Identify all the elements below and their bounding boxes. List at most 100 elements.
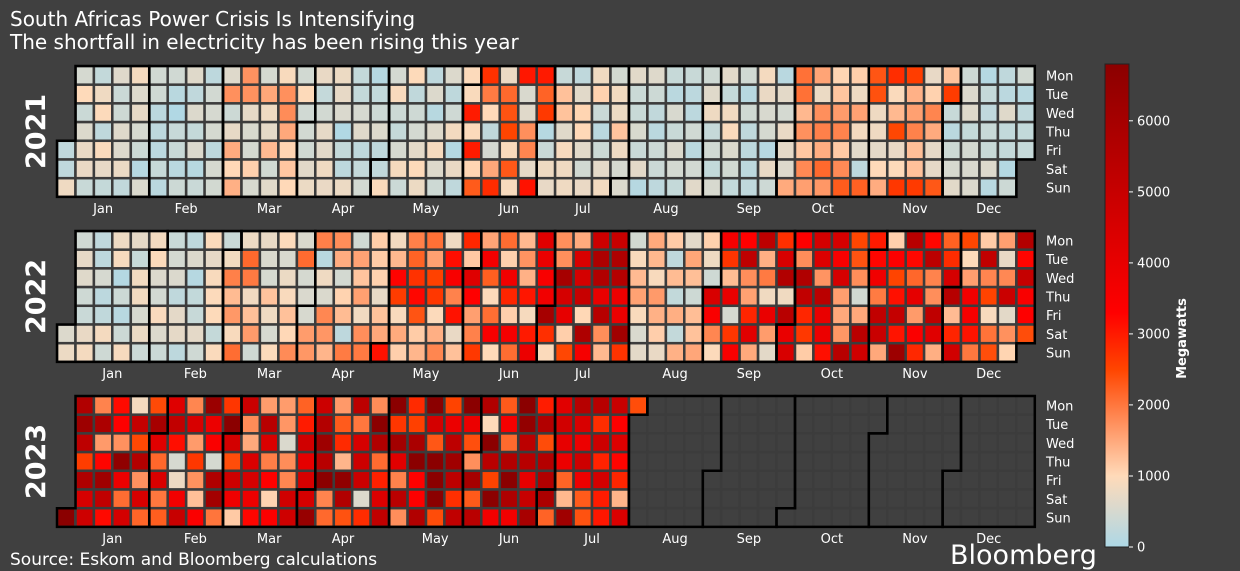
day-cell: [111, 176, 132, 199]
day-cell: [258, 323, 280, 345]
day-cell: [830, 229, 852, 251]
day-cell: [498, 469, 520, 491]
day-cell: [849, 394, 871, 416]
day-cell: [148, 229, 169, 251]
day-cell: [959, 488, 981, 510]
day-cell: [148, 323, 169, 345]
month-tick-label: May: [422, 532, 449, 547]
day-cell: [443, 64, 465, 86]
day-cell: [461, 394, 483, 416]
day-cell: [111, 469, 132, 491]
day-cell: [443, 413, 465, 435]
day-cell: [332, 158, 354, 180]
day-cell: [221, 64, 243, 86]
day-cell: [609, 394, 631, 416]
day-cell: [295, 469, 317, 491]
day-cell: [184, 285, 206, 308]
day-cell: [572, 267, 594, 289]
day-cell: [664, 248, 686, 270]
day-cell: [92, 64, 114, 86]
colorbar-tick-label: 2000: [1137, 398, 1170, 413]
day-cell: [240, 488, 262, 510]
day-cell: [369, 341, 391, 364]
day-cell: [978, 83, 1000, 105]
weekday-tick-label: Wed: [1046, 107, 1074, 122]
day-cell: [719, 323, 741, 345]
day-cell: [1015, 120, 1037, 143]
day-cell: [92, 285, 114, 308]
day-cell: [240, 267, 262, 289]
day-cell: [553, 176, 575, 199]
day-cell: [203, 267, 225, 289]
day-cell: [646, 323, 668, 345]
day-cell: [369, 83, 391, 105]
day-cell: [738, 248, 760, 270]
day-cell: [369, 394, 391, 416]
weekday-tick-label: Mon: [1046, 69, 1073, 84]
day-cell: [350, 488, 372, 510]
day-cell: [443, 506, 465, 529]
day-cell: [424, 64, 446, 86]
day-cell: [92, 83, 114, 105]
day-cell: [756, 506, 778, 529]
day-cell: [443, 469, 465, 491]
day-cell: [830, 158, 852, 180]
day-cell: [1015, 139, 1037, 161]
day-cell: [129, 394, 151, 416]
day-cell: [941, 285, 963, 308]
day-cell: [111, 341, 132, 364]
day-cell: [719, 158, 741, 180]
day-cell: [424, 267, 446, 289]
day-cell: [867, 304, 889, 326]
day-cell: [830, 83, 852, 105]
day-cell: [443, 267, 465, 289]
day-cell: [387, 248, 409, 270]
day-cell: [92, 488, 114, 510]
day-cell: [203, 120, 225, 143]
day-cell: [443, 341, 465, 364]
day-cell: [295, 341, 317, 364]
day-cell: [701, 83, 723, 105]
day-cell: [203, 102, 225, 124]
day-cell: [387, 341, 409, 364]
day-cell: [517, 488, 538, 510]
day-cell: [996, 120, 1018, 143]
day-cell: [74, 450, 96, 473]
day-cell: [424, 450, 446, 473]
day-cell: [350, 341, 372, 364]
day-cell: [314, 158, 335, 180]
day-cell: [406, 413, 428, 435]
day-cell: [756, 450, 778, 473]
day-cell: [92, 469, 114, 491]
day-cell: [609, 469, 631, 491]
day-cell: [886, 432, 907, 454]
day-cell: [922, 229, 944, 251]
month-outline: [941, 394, 1037, 529]
chart-subtitle: The shortfall in electricity has been ri…: [10, 30, 519, 54]
day-cell: [369, 267, 391, 289]
day-cell: [369, 64, 391, 86]
day-cell: [129, 64, 151, 86]
day-cell: [424, 488, 446, 510]
day-cell: [978, 158, 1000, 180]
day-cell: [1015, 248, 1037, 270]
day-cell: [129, 341, 151, 364]
day-cell: [184, 413, 206, 435]
day-cell: [258, 341, 280, 364]
weekday-tick-label: Tue: [1045, 253, 1068, 268]
day-cell: [775, 139, 797, 161]
day-cell: [849, 341, 871, 364]
day-cell: [719, 488, 741, 510]
day-cell: [166, 267, 188, 289]
day-cell: [184, 341, 206, 364]
month-tick-label: Oct: [821, 367, 843, 382]
day-cell: [959, 323, 981, 345]
day-cell: [719, 341, 741, 364]
day-cell: [756, 394, 778, 416]
day-cell: [627, 158, 649, 180]
day-cell: [111, 120, 132, 143]
day-cell: [701, 176, 723, 199]
day-cell: [996, 341, 1018, 364]
day-cell: [922, 432, 944, 454]
day-cell: [830, 120, 852, 143]
